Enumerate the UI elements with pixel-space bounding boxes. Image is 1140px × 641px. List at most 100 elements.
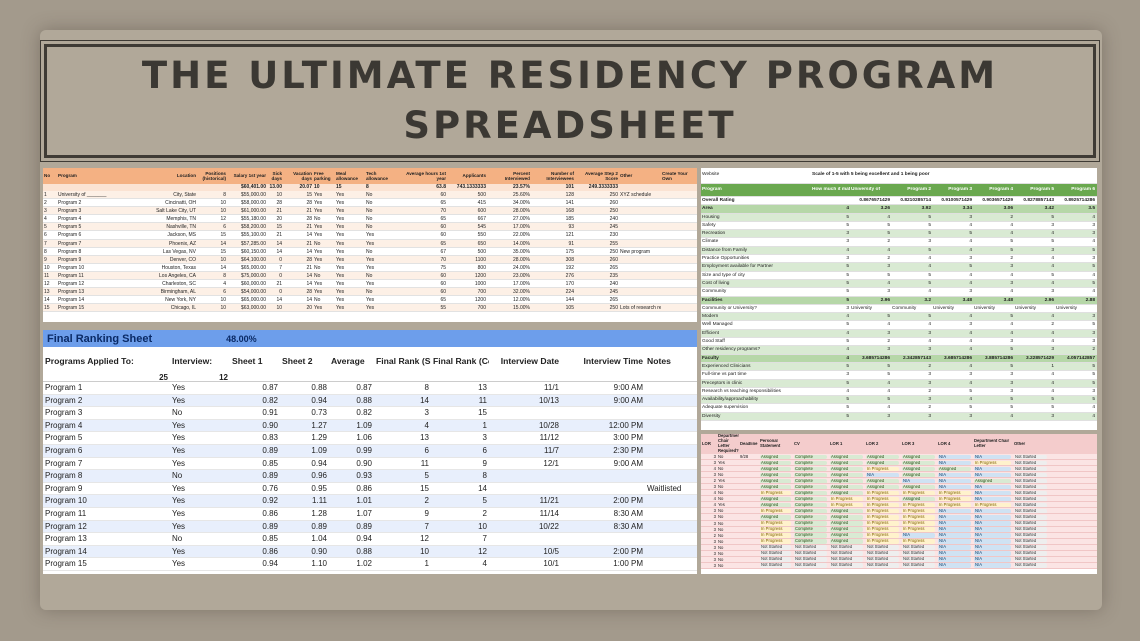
rating-cell[interactable]: 2 [928,388,931,394]
rating-cell[interactable]: 3 [887,330,890,336]
table-cell[interactable]: 70 [440,208,446,215]
table-cell[interactable]: Yes [172,433,186,443]
table-row[interactable]: 4 No Assigned Complete Assigned In Progress As… [701,466,1097,473]
rating-cell[interactable]: 5 [1010,397,1013,403]
table-row[interactable]: 2 Program 2 Cincinatti, OH 10 $58,000.00 28 28… [43,199,697,208]
table-cell[interactable]: 0.94 [311,395,327,405]
table-cell[interactable]: 10/28 [538,420,559,430]
status-dropdown[interactable]: Assigned [760,484,791,490]
rating-cell[interactable]: 3 [1092,314,1095,320]
status-dropdown[interactable]: Assigned [830,490,863,496]
table-cell[interactable]: Program 14 [58,297,85,304]
table-cell[interactable]: 650 [477,240,486,247]
rating-cell[interactable]: 3 [1010,280,1013,286]
table-cell[interactable]: 12/1 [543,458,559,468]
table-cell[interactable]: 65 [440,240,446,247]
table-cell[interactable]: Yes [172,559,186,569]
status-dropdown[interactable]: In Progress [902,539,935,544]
table-cell[interactable]: Yes [336,224,345,231]
status-dropdown[interactable]: N/A [938,472,971,478]
table-cell[interactable] [661,199,697,206]
table-cell[interactable]: 0.88 [356,395,372,405]
rating-cell[interactable]: Preceptors in clinic [702,380,743,386]
rating-cell[interactable]: Research vs teaching responsibilities [702,388,781,394]
table-cell[interactable]: 0.85 [262,534,278,544]
table-cell[interactable]: 10 [220,256,226,263]
table-cell[interactable]: Program 13 [58,289,85,296]
rating-cell[interactable]: 3 [846,239,849,245]
table-cell[interactable] [619,223,661,230]
table-cell[interactable] [619,207,661,214]
rating-cell[interactable]: 4 [1010,322,1013,328]
table-cell[interactable]: 192 [565,264,574,271]
status-dropdown[interactable]: In Progress [902,527,935,532]
rating-row[interactable]: Recreation 3 5 5 5 4 4 3 [701,230,1097,239]
table-cell[interactable]: 8 [482,471,487,481]
status-dropdown[interactable]: Complete [794,515,827,520]
status-dropdown[interactable]: Complete [794,466,827,472]
table-cell[interactable]: 28.00% [513,256,530,263]
table-cell[interactable]: Program 11 [58,272,84,279]
table-cell[interactable]: No [172,471,183,481]
table-cell[interactable]: 175 [565,248,574,255]
table-row[interactable]: 2 No In Progress Complete Assigned In Progres… [701,532,1097,539]
table-cell[interactable]: $61,000.00 [240,208,266,215]
table-row[interactable]: Program 13 No 0.85 1.04 0.94 12 7 [43,533,697,546]
table-cell[interactable]: Program 14 [45,546,87,556]
status-dropdown[interactable]: N/A [974,521,1011,526]
table-cell[interactable]: 1.10 [311,559,327,569]
table-cell[interactable] [619,256,661,263]
status-dropdown[interactable]: N/A [974,466,1011,472]
rating-category-row[interactable]: Facilities 5 2.96 3.2 3.48 3.48 2.96 2.88 [701,296,1097,305]
rating-cell[interactable]: 3 [846,231,849,237]
table-cell[interactable]: 260 [609,256,618,263]
rating-cell[interactable]: 3 [887,413,890,419]
rating-cell[interactable]: 4 [846,206,849,212]
status-dropdown[interactable]: N/A [938,557,971,562]
table-cell[interactable]: 1.04 [311,534,327,544]
status-dropdown[interactable]: Not Started [866,545,899,550]
table-cell[interactable] [661,296,697,303]
rating-row[interactable]: Modern 4 5 5 4 5 4 3 [701,313,1097,322]
table-cell[interactable]: Program 15 [45,559,87,569]
table-cell[interactable]: Program 1 [45,383,83,392]
rating-cell[interactable]: 4 [887,247,890,253]
rating-cell[interactable]: 5 [928,214,931,220]
table-cell[interactable]: 0.90 [356,458,372,468]
rating-row[interactable]: Climate 3 2 3 4 5 5 4 [701,238,1097,247]
table-cell[interactable]: No [366,200,373,207]
status-dropdown[interactable]: Not Started [1014,478,1047,484]
rating-cell[interactable]: 5 [1092,322,1095,328]
rating-cell[interactable]: 4 [969,314,972,320]
rating-cell[interactable]: 5 [846,297,849,303]
table-cell[interactable]: 12 [420,534,429,544]
table-cell[interactable]: 28.00% [513,208,530,215]
status-dropdown[interactable]: Assigned [866,484,899,490]
table-cell[interactable]: No [366,216,373,223]
status-dropdown[interactable]: N/A [974,490,1011,496]
table-cell[interactable]: 10 [44,264,50,271]
rating-cell[interactable]: 4 [887,214,890,220]
table-cell[interactable]: Program 13 [45,534,87,544]
status-dropdown[interactable]: Complete [794,454,827,460]
table-cell[interactable]: XYZ schedule [620,192,652,198]
table-cell[interactable]: 105 [565,305,574,312]
status-dropdown[interactable]: N/A [974,509,1011,514]
table-cell[interactable] [645,508,695,520]
rating-cell[interactable]: 3 [846,372,849,378]
rating-cell[interactable]: 4 [969,222,972,228]
table-cell[interactable]: 6 [44,232,47,239]
status-dropdown[interactable]: Not Started [866,557,899,562]
rating-cell[interactable]: 4 [969,363,972,369]
status-dropdown[interactable]: In Progress [866,509,899,514]
table-cell[interactable]: 11 [44,272,50,279]
rating-cell[interactable]: Community [702,289,727,295]
rating-cell[interactable]: 5 [846,289,849,295]
table-cell[interactable]: 21 [306,208,312,215]
table-cell[interactable]: City, State [173,192,196,198]
table-cell[interactable]: Program 5 [45,433,83,443]
rating-cell[interactable]: 4 [846,247,849,253]
table-cell[interactable]: 6 [223,289,226,296]
rating-cell[interactable]: 3.685714286 [861,355,890,361]
rating-cell[interactable]: 5 [846,280,849,286]
